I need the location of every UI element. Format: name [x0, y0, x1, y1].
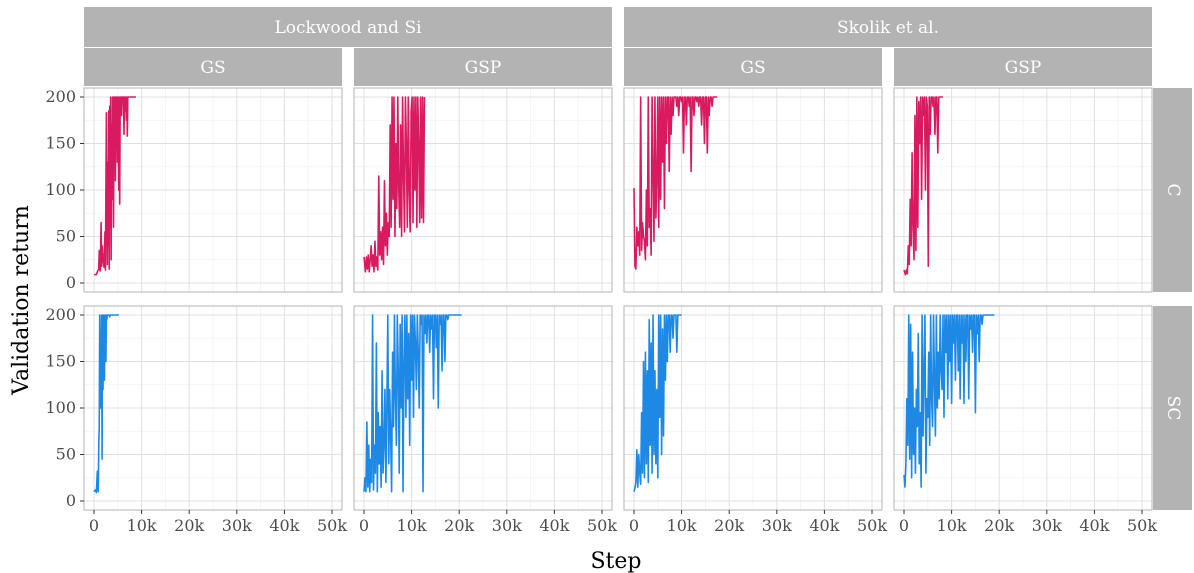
- x-tick-label: 10k: [127, 516, 157, 535]
- facet-row-label: SC: [1163, 396, 1183, 421]
- facet-panel: 0 10k 20k 30k 40k 50k: [893, 305, 1157, 535]
- x-tick-label: 30k: [222, 516, 252, 535]
- x-tick-label: 0: [89, 516, 99, 535]
- x-tick-label: 50k: [317, 516, 347, 535]
- facet-column-strip: [624, 48, 882, 86]
- facet-panel: 0 50 100 150 200: [45, 87, 343, 293]
- x-tick-label: 30k: [762, 516, 792, 535]
- facet-column-label: GS: [740, 58, 765, 78]
- facet-group-strip: [84, 7, 612, 47]
- y-tick-label: 150: [45, 134, 76, 153]
- x-tick-label: 0: [899, 516, 909, 535]
- panel-border: [353, 87, 613, 293]
- x-tick-label: 20k: [984, 516, 1014, 535]
- series-line-c: [363, 96, 426, 273]
- facet-column-strip: [84, 48, 342, 86]
- y-axis-title: Validation return: [9, 205, 34, 396]
- chart-panels: Lockwood and Si Skolik et al. GS GSP GS GSP C S…: [45, 7, 1192, 535]
- facet-column-label: GSP: [1005, 58, 1042, 78]
- x-axis-title: Step: [590, 549, 641, 573]
- x-tick-label: 50k: [1127, 516, 1157, 535]
- facet-panel: 0 10k 20k 30k 40k 50k: [623, 305, 887, 535]
- panel-border: [893, 87, 1153, 293]
- facet-column-label: GS: [200, 58, 225, 78]
- facet-panel: [623, 87, 883, 293]
- panel-border: [623, 87, 883, 293]
- facet-column-label: GSP: [465, 58, 502, 78]
- x-tick-label: 50k: [857, 516, 887, 535]
- facet-panel: 0 10k 20k 30k 40k 50k: [353, 305, 617, 535]
- x-tick-label: 10k: [937, 516, 967, 535]
- x-tick-label: 10k: [667, 516, 697, 535]
- panel-border: [353, 305, 613, 511]
- y-tick-label: 0: [66, 273, 76, 292]
- facet-row-strip: [1153, 88, 1192, 292]
- x-tick-label: 40k: [809, 516, 839, 535]
- panel-border: [623, 305, 883, 511]
- x-tick-label: 20k: [174, 516, 204, 535]
- y-tick-label: 50: [56, 227, 76, 246]
- x-tick-label: 20k: [714, 516, 744, 535]
- y-tick-label: 200: [45, 87, 76, 106]
- series-line-c: [94, 96, 136, 276]
- x-tick-label: 10k: [397, 516, 427, 535]
- series-line-sc: [633, 314, 682, 492]
- facet-group-label: Skolik et al.: [837, 18, 939, 38]
- x-tick-label: 30k: [492, 516, 522, 535]
- facet-row-strip: [1153, 306, 1192, 510]
- facet-column-strip: [894, 48, 1152, 86]
- y-tick-label: 50: [56, 445, 76, 464]
- y-tick-label: 0: [66, 491, 76, 510]
- x-tick-label: 0: [359, 516, 369, 535]
- series-line-sc: [903, 314, 995, 488]
- series-line-sc: [93, 314, 119, 494]
- series-line-sc: [363, 314, 462, 493]
- facet-column-strip: [354, 48, 612, 86]
- facet-panel: 0 50 100 150 200 0 10k 20k 30k 40k 50k: [45, 305, 347, 535]
- y-tick-label: 200: [45, 305, 76, 324]
- y-tick-label: 100: [45, 398, 76, 417]
- x-tick-label: 0: [629, 516, 639, 535]
- y-tick-label: 100: [45, 180, 76, 199]
- y-tick-label: 150: [45, 352, 76, 371]
- facet-group-strip: [624, 7, 1152, 47]
- x-tick-label: 20k: [444, 516, 474, 535]
- x-tick-label: 40k: [539, 516, 569, 535]
- x-tick-label: 40k: [269, 516, 299, 535]
- x-tick-label: 40k: [1079, 516, 1109, 535]
- facet-row-label: C: [1163, 183, 1183, 196]
- series-line-c: [633, 96, 718, 270]
- facet-panel: [353, 87, 613, 293]
- x-tick-label: 50k: [587, 516, 617, 535]
- x-tick-label: 30k: [1032, 516, 1062, 535]
- panel-border: [893, 305, 1153, 511]
- facet-group-label: Lockwood and Si: [274, 18, 422, 38]
- facet-panel: [893, 87, 1153, 293]
- series-line-c: [903, 96, 944, 276]
